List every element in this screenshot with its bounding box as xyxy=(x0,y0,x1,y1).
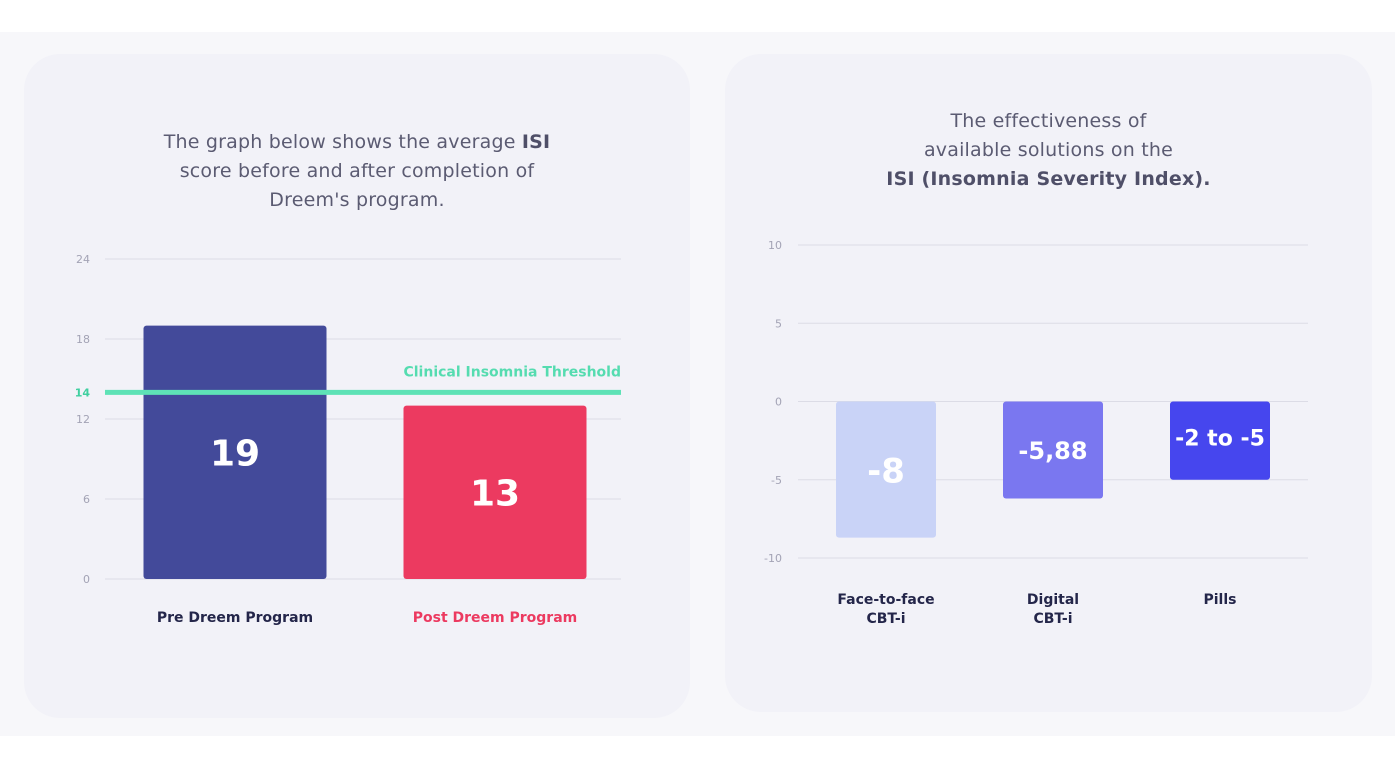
caption-bold: ISI xyxy=(521,131,551,153)
x-category-label: CBT-i xyxy=(866,611,905,627)
caption-text: The effectiveness of xyxy=(950,110,1147,132)
y-tick-label: 12 xyxy=(76,413,90,426)
bar-value-label: -2 to -5 xyxy=(1175,427,1265,452)
y-tick-label: -5 xyxy=(771,474,782,487)
y-tick-label: 5 xyxy=(775,317,782,330)
x-category-label: Digital xyxy=(1027,592,1079,608)
y-tick-label: 18 xyxy=(76,333,90,346)
caption-text: The graph below shows the average xyxy=(163,131,522,153)
solutions-bar-chart: 10 5 0 -5 -10 -8 Face-to-face CBT-i -5,88 Digital… xyxy=(764,239,1308,627)
y-tick-label: 24 xyxy=(76,253,90,266)
left-chart-caption: The graph below shows the average ISI sc… xyxy=(24,128,690,215)
bar-value-label: 13 xyxy=(470,473,520,514)
bar xyxy=(143,325,327,579)
threshold-label: Clinical Insomnia Threshold xyxy=(403,364,621,380)
isi-bar-chart: 0 6 12 14 18 24 19 Pre Dreem Program 13 Post Dree… xyxy=(75,253,621,626)
y-tick-label: 0 xyxy=(775,396,782,409)
x-category-label: Pills xyxy=(1204,592,1237,608)
x-category-label: Post Dreem Program xyxy=(413,610,578,626)
caption-text: Dreem's program. xyxy=(269,189,445,211)
x-category-label: Face-to-face xyxy=(837,592,934,608)
y-tick-label: 0 xyxy=(83,573,90,586)
bar-value-label: -8 xyxy=(867,452,905,492)
bar-value-label: -5,88 xyxy=(1018,437,1087,465)
isi-before-after-card: The graph below shows the average ISI sc… xyxy=(24,54,690,718)
caption-text: available solutions on the xyxy=(923,139,1174,161)
y-tick-label: 6 xyxy=(83,493,90,506)
bar xyxy=(403,405,587,579)
solutions-effectiveness-card: The effectiveness of available solutions… xyxy=(725,54,1372,712)
bar xyxy=(1003,401,1103,499)
y-tick-label: 14 xyxy=(75,386,91,399)
x-category-label: CBT-i xyxy=(1033,611,1072,627)
bar xyxy=(836,401,936,538)
y-tick-label: 10 xyxy=(768,239,782,252)
x-category-label: Pre Dreem Program xyxy=(157,610,313,626)
caption-bold: ISI (Insomnia Severity Index). xyxy=(886,168,1211,190)
bar-value-label: 19 xyxy=(210,433,260,474)
right-chart-caption: The effectiveness of available solutions… xyxy=(725,107,1372,194)
y-tick-label: -10 xyxy=(764,552,782,565)
caption-text: score before and after completion of xyxy=(179,160,535,182)
bar xyxy=(1170,401,1270,480)
